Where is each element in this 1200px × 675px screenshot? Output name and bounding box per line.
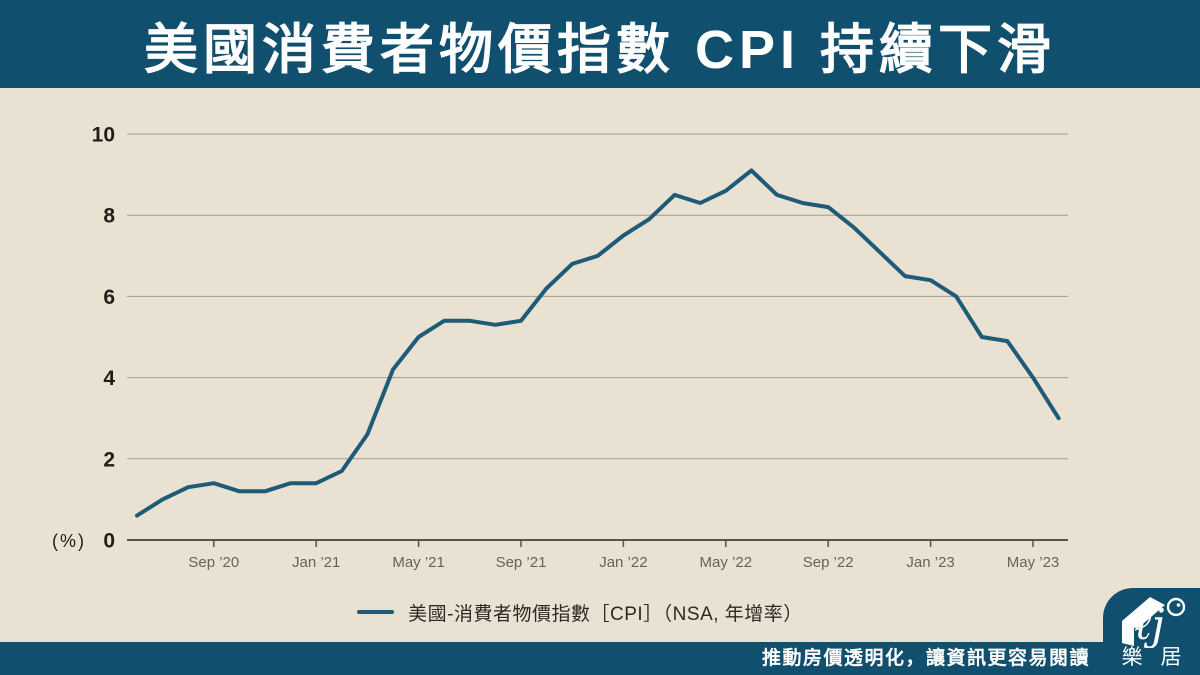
- x-tick-label: May ’23: [1007, 554, 1060, 571]
- y-tick-label: 6: [103, 286, 115, 309]
- cpi-line-chart: 0 2 4 6 8 10 (%) Sep ’20 Jan ’21 May ’21 Sep ’21 Ja…: [0, 88, 1200, 595]
- x-tick-label: Sep ’20: [188, 554, 239, 571]
- x-tick-label: Jan ’23: [906, 554, 954, 571]
- svg-text:ℓj: ℓj: [1134, 600, 1165, 648]
- brand-char-2: 居: [1160, 646, 1182, 669]
- x-tick-label: Sep ’21: [496, 554, 547, 571]
- y-tick-label: 2: [103, 448, 115, 471]
- legend-line-swatch: [357, 610, 395, 614]
- footer-tagline: 推動房價透明化，讓資訊更容易閱讀: [761, 648, 1090, 669]
- x-tick-label: May ’22: [700, 554, 753, 571]
- brand-name: 樂 居: [1103, 647, 1200, 668]
- y-tick-label: 10: [92, 124, 115, 147]
- legend-series-label: 美國-消費者物價指數［CPI］（NSA, 年增率）: [408, 603, 803, 625]
- cpi-series-line: [135, 168, 1061, 518]
- y-tick-label: 0: [103, 530, 115, 553]
- y-axis-unit-label: (%): [52, 531, 86, 551]
- brand-logo-block: ℓj 樂 居: [1103, 588, 1200, 675]
- brand-char-1: 樂: [1121, 646, 1143, 669]
- y-tick-label: 8: [103, 205, 115, 228]
- chart-canvas: 0 2 4 6 8 10 (%) Sep ’20 Jan ’21 May ’21 Sep ’21 Ja…: [52, 124, 1068, 571]
- house-lj-logo-icon: ℓj: [1122, 597, 1186, 648]
- x-tick-label: May ’21: [392, 554, 445, 571]
- footer-bar: 推動房價透明化，讓資訊更容易閱讀: [0, 642, 1200, 675]
- chart-legend: 美國-消費者物價指數［CPI］（NSA, 年增率）: [0, 596, 1160, 628]
- x-tick-label: Jan ’21: [292, 554, 340, 571]
- title-banner: 美國消費者物價指數 CPI 持續下滑: [0, 0, 1200, 88]
- x-tick-label: Jan ’22: [599, 554, 647, 571]
- page-title: 美國消費者物價指數 CPI 持續下滑: [143, 19, 1057, 80]
- y-tick-label: 4: [103, 367, 115, 390]
- x-tick-label: Sep ’22: [803, 554, 854, 571]
